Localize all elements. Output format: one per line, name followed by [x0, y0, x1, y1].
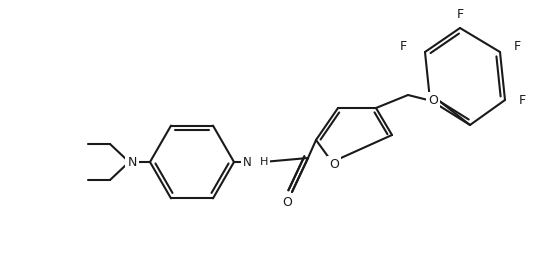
Text: F: F	[456, 7, 463, 20]
Text: F: F	[514, 41, 521, 53]
Text: N: N	[243, 156, 252, 168]
Text: O: O	[282, 196, 292, 208]
Text: O: O	[428, 93, 438, 107]
Text: H: H	[260, 157, 269, 167]
Text: F: F	[519, 93, 526, 107]
Text: N: N	[127, 156, 137, 168]
Text: O: O	[329, 157, 339, 171]
Text: F: F	[400, 41, 407, 53]
